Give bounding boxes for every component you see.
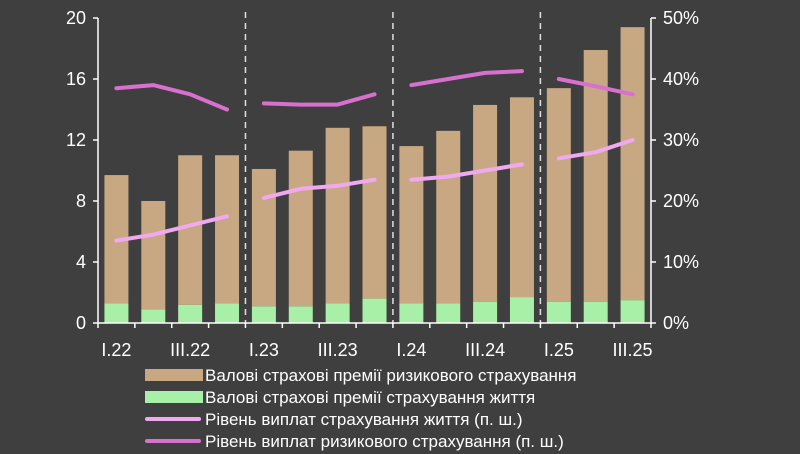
bar-risk-IV.23: [362, 126, 387, 299]
legend-label-3: Рівень виплат страхування життя (п. ш.): [205, 410, 523, 429]
bar-risk-II.23: [288, 150, 313, 307]
bar-life-II.24: [436, 303, 461, 323]
y-left-tick-label: 12: [66, 130, 86, 150]
y-left-tick-label: 0: [76, 313, 86, 333]
legend-swatch-1: [145, 369, 203, 381]
x-tick-label: I.23: [249, 340, 279, 360]
y-right-tick-label: 50%: [663, 8, 699, 28]
risk-payout-line-segment-3: [409, 69, 524, 88]
y-left-tick-label: 20: [66, 8, 86, 28]
y-right-tick-label: 0%: [663, 313, 689, 333]
bar-risk-II.24: [436, 130, 461, 304]
bar-risk-IV.24: [509, 97, 534, 298]
bar-life-I.24: [399, 303, 424, 323]
bar-risk-IV.22: [215, 155, 240, 304]
y-right-tick-label: 20%: [663, 191, 699, 211]
legend-label-4: Рівень виплат ризикового страхування (п.…: [205, 432, 564, 451]
bar-risk-II.22: [141, 201, 166, 310]
bar-life-III.23: [325, 303, 350, 323]
bar-life-III.25: [620, 300, 645, 323]
bar-life-II.22: [141, 309, 166, 323]
bar-life-IV.23: [362, 298, 387, 323]
bar-life-III.22: [178, 304, 203, 323]
legend-label-1: Валові страхові премії ризикового страху…: [205, 366, 577, 385]
x-tick-label: III.23: [318, 340, 358, 360]
bar-risk-I.25: [546, 88, 571, 302]
x-tick-label: III.24: [465, 340, 505, 360]
bar-life-II.25: [583, 301, 608, 323]
x-tick-label: I.25: [544, 340, 574, 360]
risk-payout-line-segment-2: [261, 92, 377, 107]
life-payout-line-segment-3: [409, 162, 524, 182]
bar-life-I.22: [104, 303, 129, 323]
risk-payout-line-segment-1: [114, 83, 229, 112]
legend-label-2: Валові страхові премії страхування життя: [205, 388, 535, 407]
life-payout-line-segment-2: [261, 177, 377, 200]
bar-risk-I.23: [251, 168, 276, 307]
y-left-tick-label: 16: [66, 69, 86, 89]
bar-risk-II.25: [583, 50, 608, 302]
bar-life-IV.24: [509, 297, 534, 323]
x-tick-label: III.25: [613, 340, 653, 360]
x-tick-label: III.22: [170, 340, 210, 360]
y-right-tick-label: 10%: [663, 252, 699, 272]
life-payout-line-segment-1: [114, 214, 229, 243]
bar-life-I.23: [251, 306, 276, 323]
y-right-tick-label: 40%: [663, 69, 699, 89]
bar-life-II.23: [288, 306, 313, 323]
bar-risk-III.23: [325, 127, 350, 304]
x-tick-label: I.24: [396, 340, 426, 360]
legend-swatch-2: [145, 391, 203, 403]
bar-risk-III.25: [620, 27, 645, 301]
bar-life-I.25: [546, 301, 571, 323]
bar-risk-I.24: [399, 146, 424, 304]
x-tick-label: I.22: [101, 340, 131, 360]
bar-risk-III.22: [178, 155, 203, 305]
bar-life-III.24: [473, 301, 498, 323]
y-right-tick-label: 30%: [663, 130, 699, 150]
y-left-tick-label: 8: [76, 191, 86, 211]
y-left-tick-label: 4: [76, 252, 86, 272]
bar-risk-III.24: [473, 104, 498, 302]
bar-life-IV.22: [215, 303, 240, 323]
